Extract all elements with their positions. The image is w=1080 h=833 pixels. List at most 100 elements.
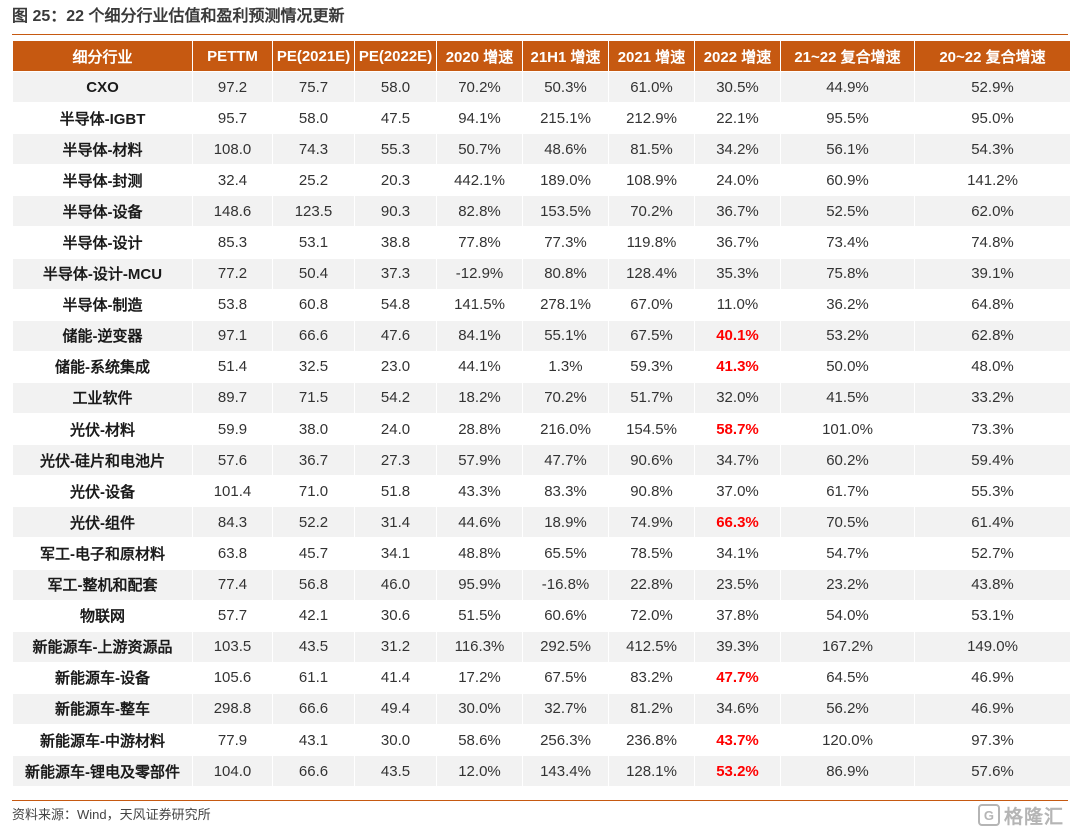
table-cell: 90.6%: [608, 444, 695, 477]
table-cell: 128.1%: [608, 755, 695, 788]
table-cell: 95.5%: [780, 102, 915, 135]
table-cell: 66.3%: [694, 506, 781, 539]
industry-name-cell: 半导体-封测: [12, 164, 193, 197]
table-cell: 46.9%: [914, 692, 1071, 725]
table-cell: 65.5%: [522, 537, 609, 570]
table-cell: 75.7: [272, 70, 355, 104]
logo-icon: G: [977, 804, 1000, 826]
table-cell: 12.0%: [436, 755, 523, 788]
table-cell: 38.0: [272, 413, 355, 446]
bottom-divider: [12, 800, 1068, 801]
table-cell: 31.4: [354, 506, 437, 539]
table-cell: 141.2%: [914, 164, 1071, 197]
table-cell: 123.5: [272, 195, 355, 228]
table-cell: 51.5%: [436, 599, 523, 632]
figure-title: 图 25：22 个细分行业估值和盈利预测情况更新: [12, 8, 345, 25]
table-cell: 34.1%: [694, 537, 781, 570]
table-cell: 50.0%: [780, 350, 915, 383]
table-cell: 47.7%: [694, 661, 781, 694]
column-header: 21~22 复合增速: [780, 40, 915, 72]
table-cell: 52.7%: [914, 537, 1071, 570]
table-cell: 43.5: [272, 630, 355, 663]
table-cell: 56.1%: [780, 133, 915, 166]
table-cell: 81.5%: [608, 133, 695, 166]
table-cell: 64.8%: [914, 288, 1071, 321]
table-cell: 44.9%: [780, 70, 915, 104]
table-cell: 75.8%: [780, 257, 915, 290]
table-cell: 47.5: [354, 102, 437, 135]
table-cell: 59.9: [192, 413, 273, 446]
table-cell: 97.1: [192, 319, 273, 352]
industry-name-cell: 半导体-设备: [12, 195, 193, 228]
table-cell: -12.9%: [436, 257, 523, 290]
table-row: 新能源车-设备 105.6 61.1 41.4 17.2% 67.5% 83.2% 47.7%…: [12, 661, 1071, 694]
table-cell: 86.9%: [780, 755, 915, 788]
table-cell: 32.4: [192, 164, 273, 197]
table-cell: 83.2%: [608, 661, 695, 694]
table-cell: 57.7: [192, 599, 273, 632]
table-row: 工业软件 89.7 71.5 54.2 18.2% 70.2% 51.7% 32.0% 41.5…: [12, 381, 1071, 415]
table-cell: 97.2: [192, 70, 273, 104]
table-row: 半导体-制造 53.8 60.8 54.8 141.5% 278.1% 67.0% 11.0%…: [12, 288, 1071, 321]
table-cell: 50.4: [272, 257, 355, 290]
industry-name-cell: 光伏-设备: [12, 475, 193, 508]
industry-name-cell: 储能-逆变器: [12, 319, 193, 352]
industry-name-cell: 新能源车-锂电及零部件: [12, 755, 193, 788]
industry-name-cell: 新能源车-设备: [12, 661, 193, 694]
table-cell: 57.9%: [436, 444, 523, 477]
table-cell: 70.2%: [608, 195, 695, 228]
table-cell: 33.2%: [914, 381, 1071, 415]
table-cell: 41.5%: [780, 381, 915, 415]
table-cell: 48.0%: [914, 350, 1071, 383]
table-cell: 82.8%: [436, 195, 523, 228]
title-divider: [12, 34, 1068, 35]
table-cell: 216.0%: [522, 413, 609, 446]
table-cell: 95.9%: [436, 568, 523, 601]
table-cell: 43.8%: [914, 568, 1071, 601]
table-cell: 73.3%: [914, 413, 1071, 446]
table-cell: 20.3: [354, 164, 437, 197]
table-cell: 61.0%: [608, 70, 695, 104]
table-cell: 54.2: [354, 381, 437, 415]
table-cell: 67.5%: [522, 661, 609, 694]
table-cell: 50.7%: [436, 133, 523, 166]
table-cell: 37.0%: [694, 475, 781, 508]
valuation-table: 细分行业 PETTM PE(2021E) PE(2022E) 2020 增速 21H1 增…: [12, 40, 1071, 788]
table-cell: 58.7%: [694, 413, 781, 446]
table-cell: 103.5: [192, 630, 273, 663]
table-cell: 18.9%: [522, 506, 609, 539]
table-cell: 36.7: [272, 444, 355, 477]
table-cell: 74.3: [272, 133, 355, 166]
table-cell: 51.4: [192, 350, 273, 383]
table-row: CXO 97.2 75.7 58.0 70.2% 50.3% 61.0% 30.5% 44.9%…: [12, 70, 1071, 104]
table-cell: 27.3: [354, 444, 437, 477]
table-cell: 60.9%: [780, 164, 915, 197]
table-cell: 23.0: [354, 350, 437, 383]
table-cell: 77.4: [192, 568, 273, 601]
table-cell: 70.2%: [436, 70, 523, 104]
table-cell: 54.8: [354, 288, 437, 321]
table-row: 半导体-材料 108.0 74.3 55.3 50.7% 48.6% 81.5% 34.2% 5…: [12, 133, 1071, 166]
table-cell: 57.6: [192, 444, 273, 477]
table-cell: 61.1: [272, 661, 355, 694]
table-cell: 44.6%: [436, 506, 523, 539]
table-cell: 90.3: [354, 195, 437, 228]
industry-name-cell: 光伏-组件: [12, 506, 193, 539]
table-row: 光伏-组件 84.3 52.2 31.4 44.6% 18.9% 74.9% 66.3% 70.…: [12, 506, 1071, 539]
table-cell: 54.3%: [914, 133, 1071, 166]
table-cell: 83.3%: [522, 475, 609, 508]
table-row: 新能源车-中游材料 77.9 43.1 30.0 58.6% 256.3% 236.8% 43…: [12, 723, 1071, 757]
table-cell: 41.3%: [694, 350, 781, 383]
table-cell: 43.5: [354, 755, 437, 788]
industry-name-cell: 半导体-设计: [12, 226, 193, 259]
table-cell: 38.8: [354, 226, 437, 259]
table-cell: 52.5%: [780, 195, 915, 228]
table-cell: 59.4%: [914, 444, 1071, 477]
table-cell: 39.3%: [694, 630, 781, 663]
table-cell: 35.3%: [694, 257, 781, 290]
table-cell: 36.2%: [780, 288, 915, 321]
table-row: 半导体-IGBT 95.7 58.0 47.5 94.1% 215.1% 212.9% 22.…: [12, 102, 1071, 135]
table-cell: 71.0: [272, 475, 355, 508]
table-cell: 52.9%: [914, 70, 1071, 104]
column-header: 20~22 复合增速: [914, 40, 1071, 72]
